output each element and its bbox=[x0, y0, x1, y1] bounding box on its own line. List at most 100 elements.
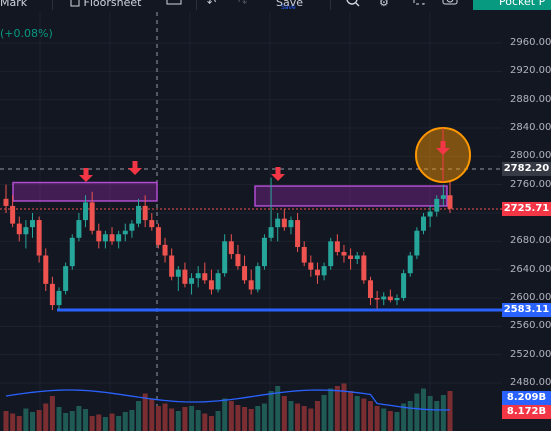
toolbar-divider bbox=[52, 0, 53, 10]
candle-body bbox=[427, 211, 433, 217]
volume-bar bbox=[96, 414, 102, 431]
candle-body bbox=[63, 266, 69, 291]
price-tick-label: 2800.00 bbox=[510, 150, 551, 162]
volume-bar bbox=[49, 396, 55, 431]
volume-bar bbox=[109, 413, 115, 431]
volume-bar bbox=[268, 391, 274, 431]
volume-bar bbox=[36, 410, 42, 431]
candle-body bbox=[142, 205, 148, 221]
volume-bar bbox=[255, 406, 261, 431]
candle-body bbox=[281, 218, 287, 228]
candle-body bbox=[122, 230, 128, 235]
layout-icon[interactable] bbox=[166, 0, 182, 9]
mark-button[interactable]: Mark bbox=[0, 0, 28, 9]
candle-body bbox=[394, 298, 400, 301]
resistance-zone bbox=[254, 185, 448, 207]
volume-bar bbox=[189, 406, 195, 431]
candle-body bbox=[189, 278, 195, 284]
volume-bar bbox=[116, 416, 122, 431]
camera-icon[interactable] bbox=[442, 0, 458, 9]
price-tick-label: 2600.00 bbox=[510, 292, 551, 303]
search-icon[interactable] bbox=[346, 0, 360, 11]
candle-body bbox=[341, 251, 347, 256]
volume-bar bbox=[182, 407, 188, 431]
pocket-label: Pocket P bbox=[499, 0, 546, 8]
volume-bar bbox=[261, 403, 267, 431]
fullscreen-icon[interactable] bbox=[413, 0, 425, 9]
volume-bar bbox=[43, 403, 49, 431]
candle-body bbox=[208, 280, 214, 290]
candle-body bbox=[381, 296, 387, 300]
candle-body bbox=[374, 298, 380, 300]
volume-bar bbox=[447, 391, 453, 431]
price-tick-label: 2560.00 bbox=[510, 320, 551, 332]
last-price-label: 2725.71 bbox=[502, 202, 551, 216]
candle-body bbox=[89, 202, 95, 231]
floorsheet-icon bbox=[70, 0, 80, 7]
candle-body bbox=[76, 220, 82, 238]
candle-body bbox=[440, 195, 446, 199]
candle-body bbox=[361, 255, 367, 281]
volume-bar bbox=[23, 408, 29, 431]
candle-body bbox=[321, 266, 327, 276]
volume-bar bbox=[202, 413, 208, 431]
candle-body bbox=[202, 273, 208, 281]
price-tick-label: 2920.00 bbox=[510, 65, 551, 77]
candle-body bbox=[102, 234, 108, 242]
volume-bar bbox=[16, 416, 22, 431]
candle-body bbox=[414, 230, 420, 256]
candle-body bbox=[401, 273, 407, 298]
volume-bar bbox=[361, 398, 367, 431]
top-toolbar: Mark Floorsheet ↶ ↷ Save Save ⚙ Pocket P bbox=[0, 0, 551, 12]
price-scale[interactable]: 2960.00 2920.00 2880.00 2840.00 2800.00 2760.… bbox=[502, 12, 551, 431]
candle-body bbox=[69, 237, 75, 267]
price-tick-label: 2760.00 bbox=[510, 178, 551, 190]
candle-body bbox=[182, 269, 188, 284]
volume-bar bbox=[208, 416, 214, 431]
volume-bar bbox=[295, 403, 301, 431]
undo-icon[interactable]: ↶ bbox=[207, 0, 217, 9]
candle-body bbox=[129, 223, 135, 231]
volume-bar bbox=[215, 411, 221, 431]
volume-bar bbox=[89, 416, 95, 431]
volume-bar bbox=[248, 409, 254, 431]
candle-body bbox=[268, 227, 274, 238]
volume-bar bbox=[222, 398, 228, 431]
price-tick-label: 2520.00 bbox=[510, 348, 551, 360]
volume-ma-line bbox=[5, 389, 451, 411]
crosshair-price-label: 2782.20 bbox=[502, 162, 551, 176]
redo-icon[interactable]: ↷ bbox=[238, 0, 248, 9]
volume-bar bbox=[175, 411, 181, 431]
down-arrow-annotation bbox=[271, 167, 285, 181]
volume-bar bbox=[381, 408, 387, 431]
volume-bar bbox=[69, 411, 75, 431]
volume-bar bbox=[387, 411, 393, 431]
candle-body bbox=[308, 262, 314, 270]
candle-body bbox=[215, 273, 221, 290]
volume-bar bbox=[394, 412, 400, 431]
volume-bar bbox=[3, 411, 9, 431]
save-button[interactable]: Save bbox=[276, 0, 304, 9]
save-caption: Save bbox=[281, 4, 296, 11]
gear-icon[interactable]: ⚙ bbox=[379, 0, 389, 9]
volume-bar bbox=[321, 395, 327, 431]
volume-bar bbox=[414, 393, 420, 431]
volume-bar bbox=[308, 408, 314, 431]
volume-bar bbox=[434, 401, 440, 431]
candle-body bbox=[3, 198, 9, 206]
candle-body bbox=[295, 220, 301, 247]
pocket-button[interactable]: Pocket P bbox=[473, 0, 551, 10]
candle-body bbox=[447, 195, 453, 209]
candle-body bbox=[169, 255, 175, 277]
volume-bar bbox=[367, 401, 373, 431]
volume-bar bbox=[235, 405, 241, 431]
volume-bar bbox=[83, 409, 89, 431]
floorsheet-button[interactable]: Floorsheet bbox=[70, 0, 141, 9]
candle-body bbox=[261, 237, 267, 267]
toolbar-divider bbox=[330, 0, 331, 10]
volume-bar bbox=[288, 401, 294, 431]
candle-body bbox=[96, 230, 102, 242]
volume-bar bbox=[374, 406, 380, 431]
volume-bar bbox=[228, 401, 234, 431]
